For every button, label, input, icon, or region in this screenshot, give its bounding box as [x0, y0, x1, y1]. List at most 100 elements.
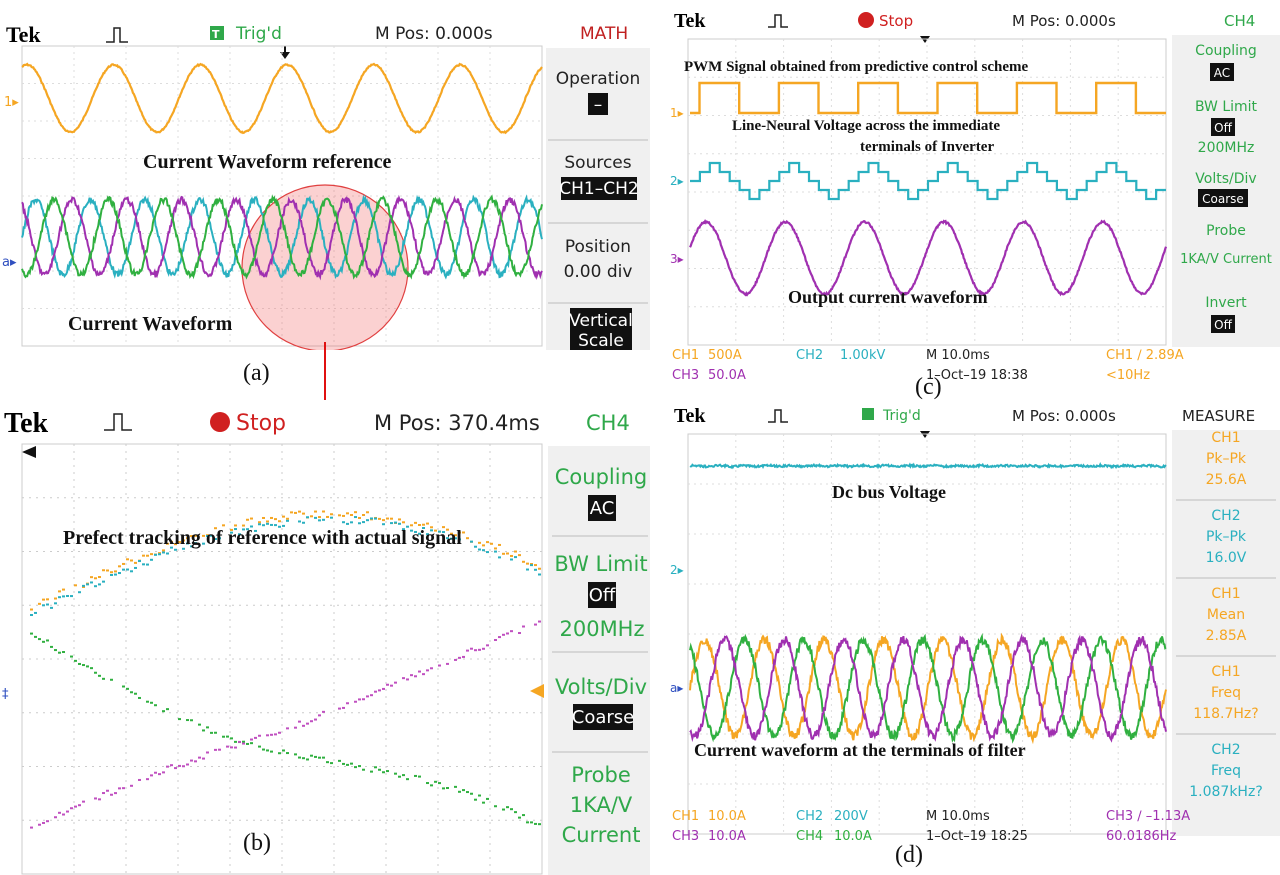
trace-point: [382, 771, 385, 774]
trace-point: [106, 569, 109, 572]
measure-value: 1.087kHz?: [1189, 784, 1263, 800]
menu-item-vertical-scale[interactable]: Vertical Scale: [569, 308, 633, 350]
trace-point: [350, 762, 353, 765]
trace-point: [94, 585, 97, 588]
trace-point: [394, 521, 397, 524]
trace-point: [478, 548, 481, 551]
trace-point: [502, 633, 505, 636]
measure-item[interactable]: CH1 Pk–Pk 25.6A: [1206, 430, 1247, 488]
trace-point: [238, 740, 241, 743]
menu-item-invert[interactable]: Invert Off: [1205, 295, 1247, 333]
trace-point: [514, 550, 517, 553]
ch2-marker: 2▸: [670, 563, 684, 577]
trigger-icon: [768, 409, 788, 423]
trace-point: [58, 651, 61, 654]
trace-point: [86, 665, 89, 668]
trace-point: [430, 667, 433, 670]
trace-point: [94, 577, 97, 580]
trace-point: [446, 528, 449, 531]
trace-point: [158, 773, 161, 776]
menu-item-volts-div[interactable]: Volts/Div Coarse: [555, 675, 647, 730]
trace-point: [182, 765, 185, 768]
trace-point: [162, 710, 165, 713]
trace-point: [278, 525, 281, 528]
trace-point: [38, 638, 41, 641]
trace-point: [538, 823, 541, 826]
measure-item[interactable]: CH2 Pk–Pk 16.0V: [1206, 508, 1247, 566]
trace-point: [522, 560, 525, 563]
trace-point: [362, 514, 365, 517]
trace-point: [370, 770, 373, 773]
menu-item-bw-limit[interactable]: BW Limit Off 200MHz: [554, 552, 647, 641]
trace-point: [202, 542, 205, 545]
trace-point: [202, 729, 205, 732]
trace-point: [202, 534, 205, 537]
trigger-icon: [104, 413, 132, 431]
trace-point: [530, 563, 533, 566]
trace-point: [374, 766, 377, 769]
trace-point: [398, 775, 401, 778]
scope-panel-a: Tek T Trig'd M Pos: 0.000s MATH 1▸ a▸ Cu…: [0, 18, 650, 350]
trace-point: [98, 798, 101, 801]
trace-point: [466, 649, 469, 652]
measure-item[interactable]: CH1 Freq 118.7Hz?: [1193, 664, 1258, 722]
trace-point: [454, 537, 457, 540]
trace-point: [414, 530, 417, 533]
trace-point: [186, 719, 189, 722]
trace-point: [62, 813, 65, 816]
trace-point: [110, 678, 113, 681]
trace-point: [82, 585, 85, 588]
svg-text:CH1: CH1: [672, 809, 699, 824]
trace-point: [510, 808, 513, 811]
trace-point: [422, 673, 425, 676]
svg-text:Coupling: Coupling: [1195, 43, 1257, 59]
ch3-marker: 3▸: [670, 252, 684, 266]
trace-point: [50, 645, 53, 648]
svg-text:CH1: CH1: [672, 348, 699, 363]
trace-point: [190, 719, 193, 722]
trace-point: [362, 768, 365, 771]
menu-item-bw-limit[interactable]: BW Limit Off 200MHz: [1195, 99, 1258, 156]
svg-text:Volts/Div: Volts/Div: [1195, 171, 1256, 187]
trace-point: [534, 623, 537, 626]
trace-point: [326, 761, 329, 764]
status-label: Stop: [236, 411, 286, 436]
svg-text:Off: Off: [1214, 121, 1232, 135]
trace-point: [466, 537, 469, 540]
trace-point: [386, 770, 389, 773]
trace-point: [458, 531, 461, 534]
trace-point: [506, 806, 509, 809]
trace-point: [78, 804, 81, 807]
trace-point: [382, 687, 385, 690]
trace-point: [154, 553, 157, 556]
trace-point: [134, 692, 137, 695]
trace-point: [42, 821, 45, 824]
trace-point: [162, 771, 165, 774]
trace-point: [402, 774, 405, 777]
trace-point: [242, 524, 245, 527]
trace-point: [146, 778, 149, 781]
menu-item-coupling[interactable]: Coupling AC: [1195, 43, 1257, 81]
trace-point: [110, 571, 113, 574]
menu-item-position[interactable]: Position 0.00 div: [564, 237, 633, 282]
menu-item-volts-div[interactable]: Volts/Div Coarse: [1195, 171, 1257, 207]
trace-point: [294, 511, 297, 514]
svg-text:–: –: [594, 95, 603, 115]
menu-item-sources[interactable]: Sources CH1–CH2: [559, 153, 639, 200]
trace-point: [270, 523, 273, 526]
trace-point: [266, 522, 269, 525]
trace-point: [158, 553, 161, 556]
menu-item-operation[interactable]: Operation –: [556, 69, 641, 115]
trace-point: [494, 550, 497, 553]
brand-label: Tek: [674, 10, 706, 32]
menu-item-probe[interactable]: Probe 1KA/V Current: [1180, 223, 1272, 267]
trace-point: [506, 552, 509, 555]
trace-point: [342, 521, 345, 524]
menu-item-probe[interactable]: Probe 1KA/V Current: [562, 763, 641, 847]
trace-point: [74, 659, 77, 662]
measure-item[interactable]: CH1 Mean 2.85A: [1206, 586, 1247, 644]
measure-item[interactable]: CH2 Freq 1.087kHz?: [1189, 742, 1263, 800]
menu-item-coupling[interactable]: Coupling AC: [555, 465, 647, 521]
trace-point: [126, 687, 129, 690]
trace-point: [502, 808, 505, 811]
